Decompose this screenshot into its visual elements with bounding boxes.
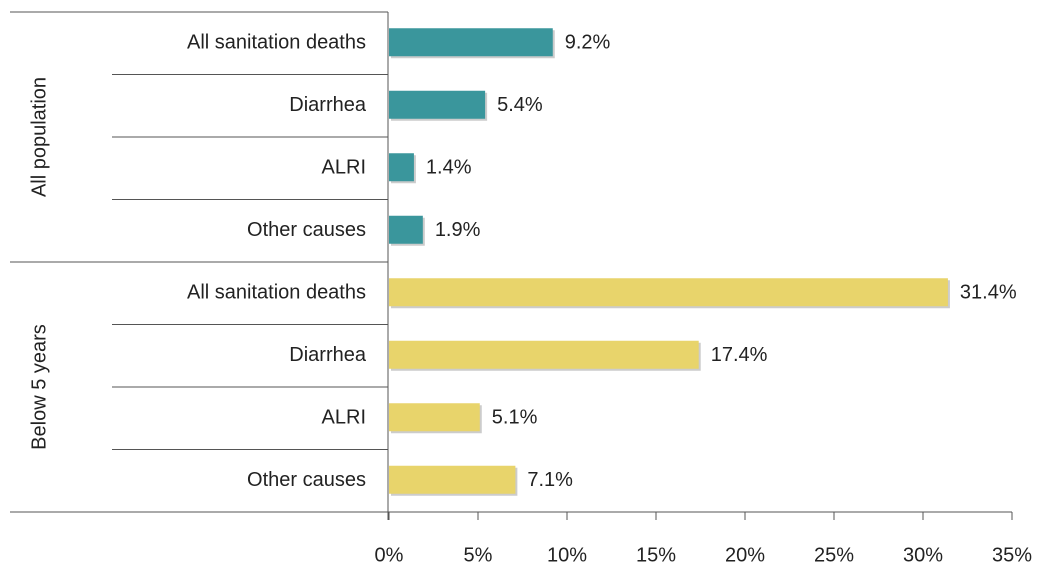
value-label: 1.4%: [426, 157, 472, 179]
bar: [389, 215, 423, 244]
group-label: Below 5 years: [28, 324, 50, 450]
category-label: All sanitation deaths: [187, 282, 366, 304]
value-label: 5.1%: [492, 407, 538, 429]
value-label: 31.4%: [960, 282, 1017, 304]
value-label: 5.4%: [497, 94, 543, 116]
category-label: ALRI: [322, 407, 366, 429]
bar: [389, 465, 516, 494]
bar: [389, 153, 414, 182]
value-label: 1.9%: [435, 219, 481, 241]
x-tick-label: 30%: [903, 544, 943, 566]
bar: [389, 90, 486, 119]
value-label: 7.1%: [527, 469, 573, 491]
category-label: Other causes: [247, 219, 366, 241]
category-label: All sanitation deaths: [187, 32, 366, 54]
x-tick-label: 20%: [725, 544, 765, 566]
x-tick-label: 0%: [375, 544, 404, 566]
bar: [389, 403, 480, 432]
bar: [389, 340, 699, 369]
x-tick-label: 35%: [992, 544, 1032, 566]
group-label: All population: [28, 77, 50, 197]
bar: [389, 278, 948, 307]
x-tick-label: 25%: [814, 544, 854, 566]
x-tick-label: 10%: [547, 544, 587, 566]
x-tick-label: 5%: [464, 544, 493, 566]
value-label: 17.4%: [711, 344, 768, 366]
category-label: Diarrhea: [289, 344, 367, 366]
category-label: ALRI: [322, 157, 366, 179]
category-label: Diarrhea: [289, 94, 367, 116]
value-label: 9.2%: [565, 32, 611, 54]
x-tick-label: 15%: [636, 544, 676, 566]
category-label: Other causes: [247, 469, 366, 491]
bar: [389, 28, 553, 57]
